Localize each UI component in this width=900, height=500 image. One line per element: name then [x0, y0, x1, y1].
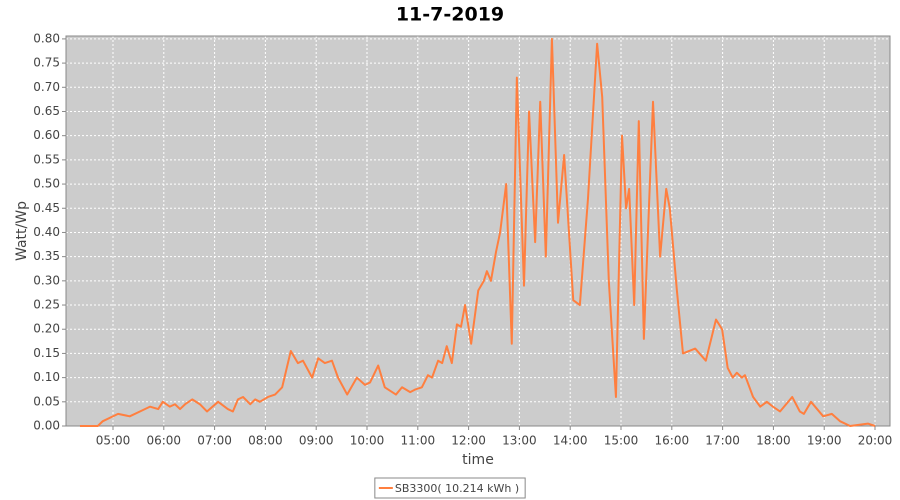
y-tick-label: 0.35 — [33, 249, 60, 263]
x-tick-label: 11:00 — [401, 434, 436, 448]
x-tick-label: 07:00 — [197, 434, 232, 448]
x-tick-label: 17:00 — [705, 434, 740, 448]
legend: SB3300( 10.214 kWh ) — [374, 477, 526, 499]
plot-border — [65, 35, 891, 427]
x-tick-label: 14:00 — [553, 434, 588, 448]
x-tick-label: 18:00 — [756, 434, 791, 448]
y-axis-label: Watt/Wp — [14, 201, 30, 261]
y-tick-label: 0.60 — [33, 128, 60, 142]
x-tick-label: 06:00 — [146, 434, 181, 448]
x-tick-label: 19:00 — [807, 434, 842, 448]
y-tick-label: 0.25 — [33, 298, 60, 312]
x-tick-label: 10:00 — [350, 434, 385, 448]
y-tick-label: 0.65 — [33, 104, 60, 118]
x-tick-label: 15:00 — [604, 434, 639, 448]
y-tick-label: 0.45 — [33, 201, 60, 215]
x-tick-label: 09:00 — [299, 434, 334, 448]
x-tick-label: 05:00 — [96, 434, 131, 448]
y-tick-label: 0.70 — [33, 80, 60, 94]
x-tick-label: 20:00 — [858, 434, 893, 448]
plot-area — [66, 36, 890, 426]
x-tick-label: 13:00 — [502, 434, 537, 448]
y-tick-label: 0.80 — [33, 31, 60, 45]
y-tick-label: 0.40 — [33, 225, 60, 239]
x-tick-label: 16:00 — [655, 434, 690, 448]
y-tick-label: 0.05 — [33, 394, 60, 408]
x-axis-label: time — [462, 452, 494, 468]
x-tick-label: 12:00 — [451, 434, 486, 448]
data-line — [79, 37, 876, 427]
y-tick-label: 0.10 — [33, 370, 60, 384]
y-tick-label: 0.30 — [33, 273, 60, 287]
y-tick-label: 0.50 — [33, 177, 60, 191]
y-tick-label: 0.15 — [33, 346, 60, 360]
x-tick-label: 08:00 — [248, 434, 283, 448]
y-tick-label: 0.00 — [33, 419, 60, 433]
chart-title: 11-7-2019 — [396, 4, 504, 26]
legend-label: SB3300( 10.214 kWh ) — [395, 482, 519, 495]
legend-box — [374, 477, 526, 499]
y-tick-label: 0.20 — [33, 322, 60, 336]
y-tick-label: 0.55 — [33, 152, 60, 166]
y-tick-label: 0.75 — [33, 56, 60, 70]
